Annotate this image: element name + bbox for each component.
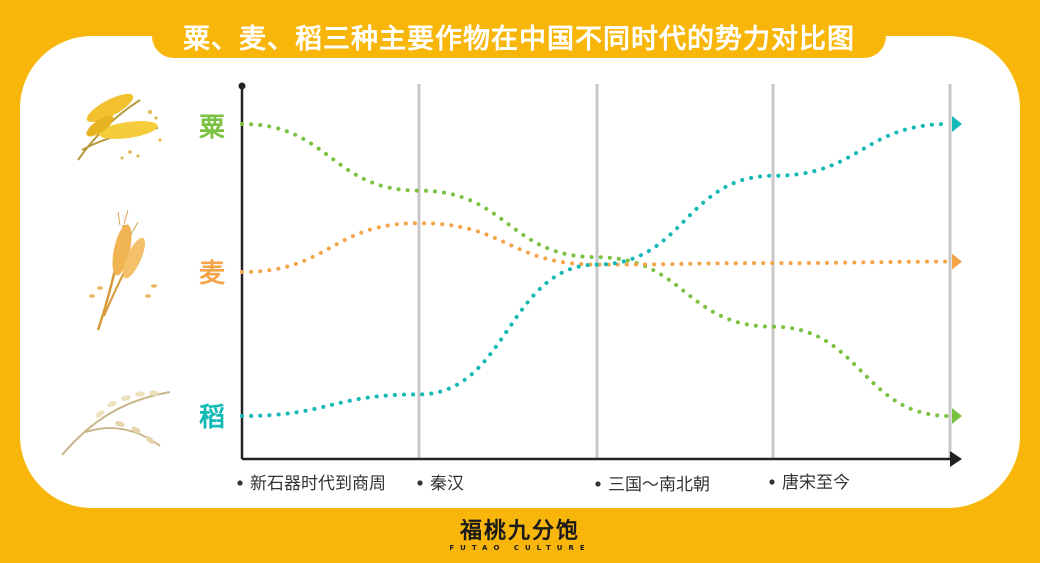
series-line-0 [240, 122, 952, 418]
rice-stalk-icon [61, 390, 171, 456]
era-bullet-3 [769, 479, 775, 485]
era-bullet-1 [417, 480, 423, 486]
era-label-0: 新石器时代到商周 [250, 474, 386, 494]
brand-logo: 福桃九分饱 FUTAO CULTURE [0, 520, 1040, 553]
era-bullet-2 [595, 481, 601, 487]
series-end-arrow-1 [952, 253, 962, 270]
chart-title: 粟、麦、稻三种主要作物在中国不同时代的势力对比图 [183, 23, 855, 55]
crop-label-rice: 稻 [199, 403, 225, 433]
title-banner: 粟、麦、稻三种主要作物在中国不同时代的势力对比图 [152, 14, 886, 58]
era-label-1: 秦汉 [430, 474, 464, 494]
brand-subtitle: FUTAO CULTURE [449, 544, 591, 552]
era-label-2: 三国～南北朝 [608, 475, 710, 495]
series-line-2 [240, 122, 952, 418]
chart-panel [20, 36, 1020, 508]
era-label-3: 唐宋至今 [782, 472, 850, 493]
vertical-gridlines [417, 84, 952, 459]
millet-stalk-icon [77, 93, 162, 161]
x-axis-arrow [950, 451, 962, 467]
series-end-arrow-2 [952, 116, 962, 132]
y-axis-cap [238, 82, 246, 90]
brand-name: 福桃九分饱 [459, 519, 580, 544]
era-bullet-0 [237, 480, 243, 486]
series-end-arrow-0 [952, 408, 962, 424]
series-lines [240, 116, 962, 424]
wheat-ear-icon [89, 209, 157, 331]
era-labels: 新石器时代到商周 秦汉 三国～南北朝 唐宋至今 [237, 472, 850, 495]
crop-label-millet: 粟 [199, 113, 226, 143]
chart-axes [238, 82, 962, 467]
crop-label-wheat: 麦 [199, 259, 226, 289]
